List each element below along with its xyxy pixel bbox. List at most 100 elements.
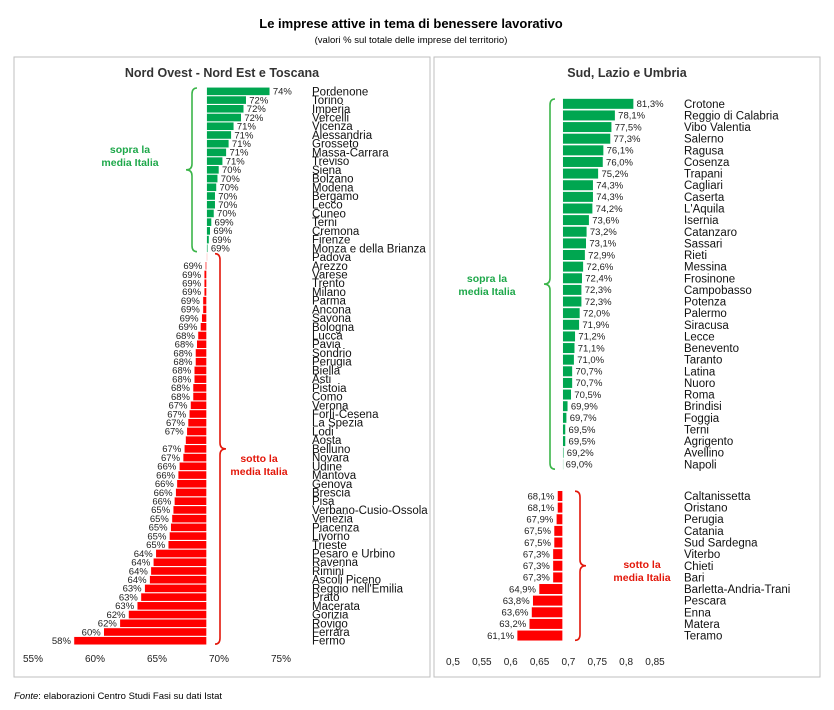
category-label-como: Como bbox=[312, 392, 343, 404]
value-label-trieste: 65% bbox=[146, 540, 166, 551]
bar-l-aquila bbox=[562, 202, 593, 215]
bar-firenze bbox=[206, 235, 210, 244]
category-label-trieste: Trieste bbox=[312, 540, 347, 552]
value-label-catanzaro: 73,2% bbox=[590, 227, 617, 238]
bar-reggio-di-calabria bbox=[562, 109, 616, 122]
value-label-asti: 68% bbox=[172, 374, 192, 385]
bar-pesaro-e-urbino bbox=[155, 549, 207, 558]
category-label-bologna: Bologna bbox=[312, 322, 355, 334]
category-label-trapani: Trapani bbox=[684, 169, 723, 181]
bar-avellino bbox=[562, 447, 565, 459]
value-label-lucca: 68% bbox=[176, 331, 196, 342]
value-label-milano: 69% bbox=[182, 287, 202, 298]
category-label-milano: Milano bbox=[312, 287, 346, 299]
category-label-brescia: Brescia bbox=[312, 487, 351, 499]
value-label-brindisi: 69,9% bbox=[571, 402, 598, 413]
bar-cagliari bbox=[562, 179, 594, 191]
value-label-modena: 70% bbox=[220, 183, 240, 194]
value-label-piacenza: 65% bbox=[149, 523, 169, 534]
category-label-padova: Padova bbox=[312, 252, 352, 264]
category-label-cuneo: Cuneo bbox=[312, 208, 346, 220]
bar-udine bbox=[179, 461, 207, 471]
x-tick-label: 0,6 bbox=[504, 657, 518, 668]
value-label-pescara: 63,8% bbox=[503, 596, 530, 607]
bar-bergamo bbox=[206, 191, 216, 201]
value-label-l-aquila: 74,2% bbox=[596, 204, 623, 215]
category-label-verbano-cusio-ossola: Verbano-Cusio-Ossola bbox=[312, 505, 428, 517]
category-label-gorizia: Gorizia bbox=[312, 610, 349, 622]
value-label-messina: 72,6% bbox=[586, 262, 613, 273]
bar-messina bbox=[562, 261, 584, 273]
category-label-la-spezia: La Spezia bbox=[312, 418, 364, 430]
category-label-perugia: Perugia bbox=[684, 514, 724, 526]
value-label-cuneo: 70% bbox=[217, 209, 237, 220]
value-label-caltanissetta: 68,1% bbox=[528, 491, 555, 502]
value-label-la-spezia: 67% bbox=[166, 418, 186, 429]
category-label-sud-sardegna: Sud Sardegna bbox=[684, 538, 758, 550]
value-label-enna: 63,6% bbox=[502, 608, 529, 619]
value-label-ancona: 69% bbox=[181, 305, 201, 316]
category-label-catanzaro: Catanzaro bbox=[684, 227, 737, 239]
category-label-barletta-andria-trani: Barletta-Andria-Trani bbox=[684, 584, 790, 596]
value-label-sassari: 73,1% bbox=[589, 239, 616, 250]
bar-cosenza bbox=[562, 156, 604, 168]
value-label-biella: 68% bbox=[172, 366, 192, 377]
value-label-arezzo: 69% bbox=[183, 261, 203, 272]
category-label-mantova: Mantova bbox=[312, 470, 357, 482]
category-label-bari: Bari bbox=[684, 572, 704, 584]
category-label-siracusa: Siracusa bbox=[684, 320, 729, 332]
left-panel-title: Nord Ovest - Nord Est e Toscana bbox=[125, 66, 320, 80]
value-label-reggio-di-calabria: 78,1% bbox=[618, 111, 645, 122]
above-average-brace bbox=[185, 87, 198, 253]
category-label-lecce: Lecce bbox=[684, 331, 715, 343]
category-label-caltanissetta: Caltanissetta bbox=[684, 491, 751, 503]
value-label-bergamo: 70% bbox=[218, 191, 238, 202]
value-label-crotone: 81,3% bbox=[637, 99, 664, 110]
value-label-lodi: 67% bbox=[165, 427, 185, 438]
bar-pisa bbox=[174, 496, 207, 506]
value-label-agrigento: 69,5% bbox=[569, 436, 596, 447]
category-label-sassari: Sassari bbox=[684, 238, 722, 250]
category-label-cremona: Cremona bbox=[312, 226, 360, 238]
value-label-oristano: 68,1% bbox=[528, 503, 555, 514]
bar-padova bbox=[206, 252, 208, 262]
value-label-torino: 72% bbox=[249, 95, 269, 106]
chart-title: Le imprese attive in tema di benessere l… bbox=[259, 16, 563, 31]
category-label-belluno: Belluno bbox=[312, 444, 350, 456]
value-label-vibo-valentia: 77,5% bbox=[615, 122, 642, 133]
bar-pavia bbox=[196, 339, 207, 349]
value-label-frosinone: 72,4% bbox=[585, 274, 612, 285]
category-label-brindisi: Brindisi bbox=[684, 401, 722, 413]
category-label-cosenza: Cosenza bbox=[684, 157, 730, 169]
category-label-napoli: Napoli bbox=[684, 459, 717, 471]
category-label-savona: Savona bbox=[312, 313, 352, 325]
category-label-trento: Trento bbox=[312, 278, 345, 290]
value-label-pesaro-e-urbino: 64% bbox=[134, 549, 154, 560]
category-label-modena: Modena bbox=[312, 182, 354, 194]
value-label-pavia: 68% bbox=[175, 340, 195, 351]
category-label-forl-cesena: Forlì-Cesena bbox=[312, 409, 379, 421]
bar-reggio-nell-emilia bbox=[144, 583, 207, 593]
bar-piacenza bbox=[170, 522, 207, 532]
value-label-parma: 69% bbox=[181, 296, 201, 307]
category-label-latina: Latina bbox=[684, 366, 716, 378]
bar-savona bbox=[201, 313, 207, 323]
category-label-biella: Biella bbox=[312, 365, 341, 377]
category-label-udine: Udine bbox=[312, 461, 342, 473]
bar-sondrio bbox=[195, 348, 207, 358]
bar-lucca bbox=[197, 331, 207, 340]
category-label-salerno: Salerno bbox=[684, 134, 724, 146]
value-label-campobasso: 72,3% bbox=[585, 285, 612, 296]
category-label-foggia: Foggia bbox=[684, 413, 720, 425]
category-label-pordenone: Pordenone bbox=[312, 86, 368, 98]
value-label-massa-carrara: 71% bbox=[229, 148, 249, 159]
value-label-belluno: 67% bbox=[162, 444, 182, 455]
left-panel: 74% Pordenone 72% Torino 72% Imperia 72% Vercel… bbox=[23, 86, 428, 665]
bar-ancona bbox=[202, 304, 207, 314]
above-average-annotation: sopra la media Italia bbox=[101, 144, 158, 169]
bar-oristano bbox=[557, 502, 563, 514]
category-label-caserta: Caserta bbox=[684, 192, 725, 204]
value-label-cagliari: 74,3% bbox=[596, 181, 623, 192]
category-label-lucca: Lucca bbox=[312, 331, 343, 343]
category-label-catania: Catania bbox=[684, 526, 724, 538]
